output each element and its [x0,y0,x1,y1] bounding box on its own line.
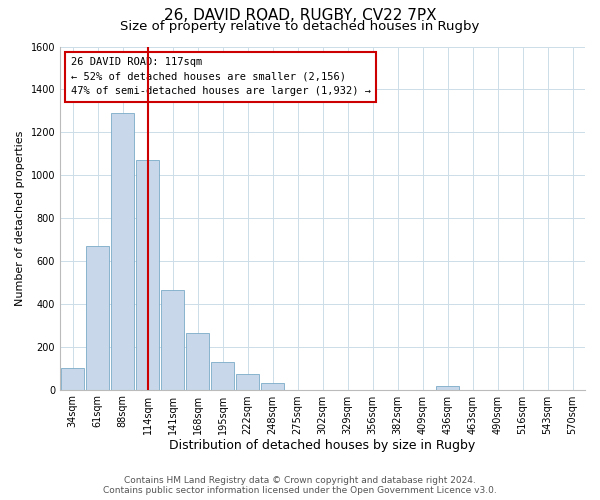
Bar [261,383,284,390]
Text: Contains HM Land Registry data © Crown copyright and database right 2024.
Contai: Contains HM Land Registry data © Crown c… [103,476,497,495]
Bar [111,113,134,390]
Y-axis label: Number of detached properties: Number of detached properties [15,130,25,306]
Bar [86,246,109,390]
Bar [61,368,84,390]
Bar [161,290,184,390]
Bar [136,160,159,390]
Text: Size of property relative to detached houses in Rugby: Size of property relative to detached ho… [121,20,479,33]
Bar [211,362,234,390]
Bar [236,374,259,390]
Bar [436,386,459,390]
Text: 26, DAVID ROAD, RUGBY, CV22 7PX: 26, DAVID ROAD, RUGBY, CV22 7PX [164,8,436,22]
X-axis label: Distribution of detached houses by size in Rugby: Distribution of detached houses by size … [169,440,476,452]
Text: 26 DAVID ROAD: 117sqm
← 52% of detached houses are smaller (2,156)
47% of semi-d: 26 DAVID ROAD: 117sqm ← 52% of detached … [71,57,371,96]
Bar [186,333,209,390]
